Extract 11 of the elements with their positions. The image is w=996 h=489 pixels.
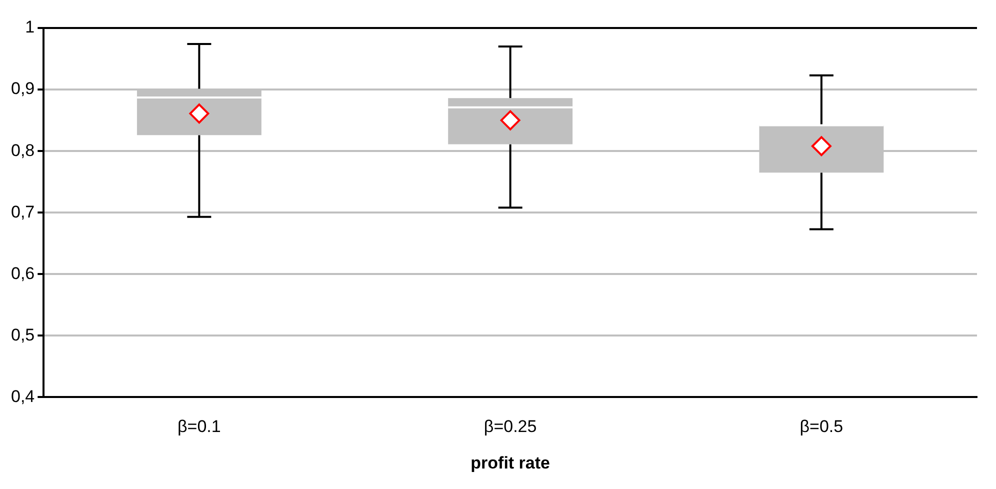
x-tick-label: β=0.5 (800, 417, 844, 436)
x-tick-label: β=0.1 (178, 417, 221, 436)
y-tick-label: 0,5 (10, 325, 35, 344)
x-tick-label: β=0.25 (484, 417, 537, 436)
y-tick-label: 0,8 (10, 140, 35, 160)
x-axis-title: profit rate (470, 453, 550, 472)
y-tick-label: 0,6 (10, 264, 35, 283)
y-tick-label: 0,9 (10, 79, 35, 98)
y-tick-label: 0,4 (10, 386, 35, 406)
y-tick-label: 0,7 (10, 202, 35, 222)
y-tick-label: 1 (25, 18, 35, 37)
